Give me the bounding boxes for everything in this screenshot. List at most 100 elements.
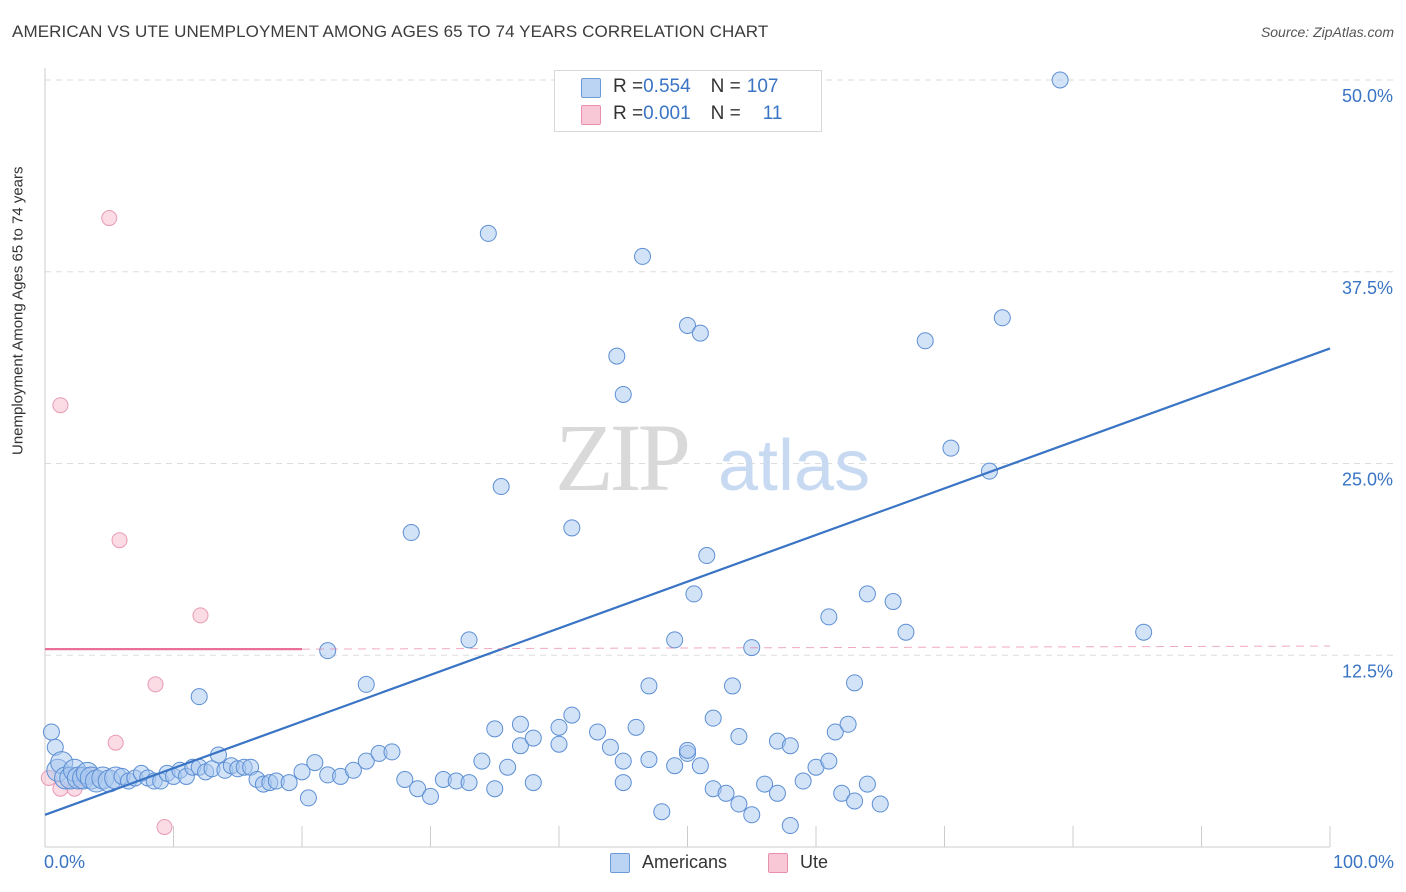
americans-point: [614, 752, 632, 770]
americans-point: [691, 757, 709, 775]
americans-point: [640, 751, 658, 769]
americans-point: [634, 247, 652, 265]
americans-trendline: [44, 347, 1331, 816]
bottom-legend-swatch-ute: [768, 852, 788, 873]
americans-point: [723, 677, 741, 695]
y-axis-label: Unemployment Among Ages 65 to 74 years: [9, 166, 27, 455]
americans-point: [383, 743, 401, 761]
americans-point: [794, 772, 812, 790]
bottom-legend-label-americans: Americans: [642, 852, 728, 872]
y-tick-label: 12.5%: [1342, 661, 1393, 681]
americans-point: [396, 771, 414, 789]
americans-point: [409, 780, 427, 798]
americans-point: [190, 688, 208, 706]
americans-point: [293, 763, 311, 781]
americans-point: [691, 324, 709, 342]
americans-point: [839, 715, 857, 733]
americans-point: [299, 789, 317, 807]
americans-point: [768, 784, 786, 802]
americans-point: [280, 774, 298, 792]
americans-point: [1135, 623, 1153, 641]
y-tick-label: 37.5%: [1342, 278, 1393, 298]
legend-swatch-americans: [581, 78, 601, 98]
americans-point: [756, 775, 774, 793]
americans-point: [589, 723, 607, 741]
americans-point: [1051, 71, 1069, 89]
watermark-atlas: atlas: [718, 426, 870, 506]
americans-point: [704, 709, 722, 727]
ute-point: [107, 734, 124, 751]
americans-point: [511, 715, 529, 733]
y-tick-label: 25.0%: [1342, 470, 1393, 490]
americans-point: [833, 784, 851, 802]
americans-point: [846, 674, 864, 692]
americans-point: [614, 385, 632, 403]
bottom-legend-americans: Americans: [610, 852, 727, 873]
ute-point: [192, 607, 209, 624]
americans-point: [942, 439, 960, 457]
legend-r-label: R =: [613, 76, 644, 97]
americans-point: [820, 752, 838, 770]
americans-point: [666, 757, 684, 775]
ute-point: [156, 819, 173, 836]
americans-point: [306, 754, 324, 772]
americans-point: [460, 631, 478, 649]
x-tick-label-max: 100.0%: [1332, 852, 1394, 872]
ute-point: [101, 210, 118, 227]
americans-point: [357, 752, 375, 770]
americans-point: [897, 623, 915, 641]
americans-point: [550, 718, 568, 736]
americans-point: [627, 718, 645, 736]
americans-point: [473, 752, 491, 770]
americans-point: [499, 758, 517, 776]
americans-point: [916, 332, 934, 350]
legend-r-value: 0.554: [643, 76, 691, 97]
source-label: Source: ZipAtlas.com: [1260, 24, 1394, 40]
americans-point: [679, 316, 696, 334]
americans-point: [563, 706, 581, 724]
legend-n-label: N =: [710, 103, 741, 124]
americans-point: [884, 593, 902, 611]
legend-swatch-ute: [581, 105, 601, 125]
americans-point: [601, 738, 619, 756]
americans-point: [781, 817, 799, 835]
bottom-legend-ute: Ute: [768, 852, 828, 873]
americans-point: [402, 524, 420, 542]
americans-point: [858, 775, 876, 793]
ute-trendline: [301, 645, 1331, 650]
americans-point: [820, 608, 838, 626]
americans-point: [743, 806, 761, 824]
americans-point: [524, 774, 542, 792]
legend-n-label: N =: [710, 76, 741, 97]
americans-point: [460, 774, 478, 792]
americans-point: [846, 792, 864, 810]
americans-point: [422, 787, 439, 805]
watermark-zip: ZIP: [555, 404, 688, 511]
americans-point: [563, 519, 581, 537]
americans-point: [730, 795, 748, 813]
americans-point: [614, 774, 632, 792]
ute-point: [147, 676, 164, 693]
americans-point: [42, 723, 60, 741]
ute-point: [52, 397, 69, 414]
legend-row-americans: R = 0.554 N = 107: [613, 76, 778, 98]
americans-point: [717, 784, 735, 802]
americans-point: [486, 720, 504, 738]
x-tick-label-min: 0.0%: [44, 852, 86, 872]
y-tick-label: 50.0%: [1342, 86, 1393, 106]
americans-point: [550, 735, 568, 753]
americans-point: [344, 761, 362, 779]
legend-r-value: 0.001: [643, 103, 691, 124]
correlation-legend: R = 0.554 N = 107 R = 0.001 N = 11: [554, 70, 822, 132]
americans-point: [492, 478, 510, 496]
legend-r-label: R =: [613, 103, 644, 124]
americans-point: [993, 309, 1011, 327]
americans-point: [666, 631, 684, 649]
americans-point: [679, 741, 696, 759]
americans-point: [698, 547, 716, 565]
legend-n-value: 107: [746, 76, 779, 97]
ute-point: [111, 532, 128, 549]
americans-point: [479, 224, 497, 242]
americans-point: [608, 347, 626, 365]
